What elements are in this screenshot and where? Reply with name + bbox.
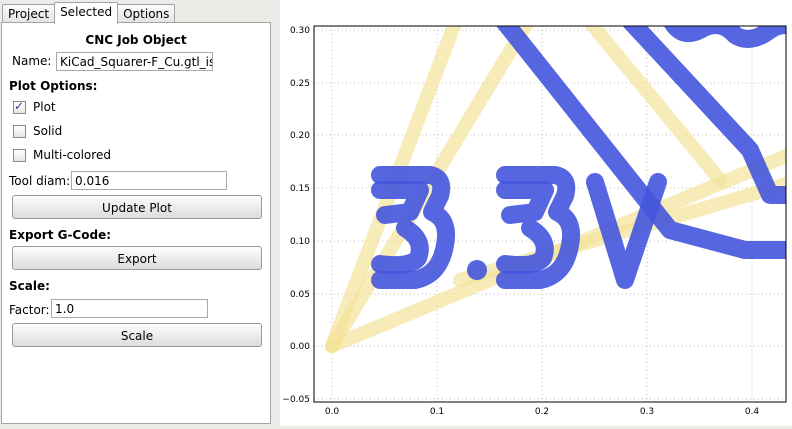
scale-button[interactable]: Scale: [12, 323, 262, 347]
tab-bar: Project Selected Options: [2, 2, 176, 24]
update-plot-button[interactable]: Update Plot: [12, 195, 262, 219]
splitter-handle[interactable]: [272, 0, 280, 426]
plot-frame: [313, 25, 787, 403]
factor-label: Factor:: [9, 303, 50, 317]
plot-options-label: Plot Options:: [9, 79, 98, 93]
y-tick-label: −0.05: [282, 395, 310, 405]
export-gcode-label: Export G-Code:: [9, 228, 112, 242]
x-tick-label: 0.1: [430, 407, 444, 417]
tab-project[interactable]: Project: [2, 4, 56, 23]
factor-field[interactable]: 1.0: [51, 299, 208, 318]
x-tick-label: 0.2: [535, 407, 549, 417]
y-tick-label: 0.30: [290, 26, 310, 36]
solid-checkbox[interactable]: [13, 125, 26, 138]
tab-options[interactable]: Options: [117, 4, 176, 23]
y-tick-label: 0.25: [290, 79, 310, 89]
decimal-point-mark: [467, 260, 487, 280]
scale-label: Scale:: [9, 279, 50, 293]
plot-svg: 0.30 0.25 0.20 0.15 0.10 0.05 0.00 −0.05…: [282, 25, 787, 417]
origin-mark: [325, 339, 339, 353]
y-tick-label: 0.20: [290, 131, 310, 141]
x-tick-label: 0.0: [325, 407, 340, 417]
x-axis-labels: 0.0 0.1 0.2 0.3 0.4: [325, 407, 760, 417]
y-tick-label: 0.00: [290, 342, 310, 352]
panel-title: CNC Job Object: [85, 33, 187, 47]
selected-panel: CNC Job Object Name: KiCad_Squarer-F_Cu.…: [1, 22, 271, 424]
y-tick-label: 0.10: [290, 237, 310, 247]
name-label: Name:: [12, 54, 52, 68]
plot-checkbox-label: Plot: [33, 100, 56, 114]
x-tick-label: 0.4: [745, 407, 760, 417]
cut-paths: [371, 26, 786, 289]
export-button[interactable]: Export: [12, 246, 262, 270]
multicolored-checkbox[interactable]: [13, 149, 26, 162]
multicolored-checkbox-label: Multi-colored: [33, 148, 111, 162]
tab-selected[interactable]: Selected: [54, 2, 119, 24]
plot-canvas[interactable]: 0.30 0.25 0.20 0.15 0.10 0.05 0.00 −0.05…: [280, 0, 792, 426]
y-tick-label: 0.05: [290, 290, 310, 300]
y-axis-labels: 0.30 0.25 0.20 0.15 0.10 0.05 0.00 −0.05: [282, 26, 310, 405]
plot-checkbox[interactable]: [13, 99, 26, 114]
solid-checkbox-label: Solid: [33, 124, 63, 138]
tool-diam-field[interactable]: 0.016: [71, 171, 227, 190]
y-tick-label: 0.15: [290, 184, 310, 194]
name-field[interactable]: KiCad_Squarer-F_Cu.gtl_iso_: [56, 52, 213, 71]
tool-diam-label: Tool diam:: [9, 174, 71, 188]
left-panel: Project Selected Options CNC Job Object …: [0, 0, 272, 426]
x-tick-label: 0.3: [640, 407, 654, 417]
